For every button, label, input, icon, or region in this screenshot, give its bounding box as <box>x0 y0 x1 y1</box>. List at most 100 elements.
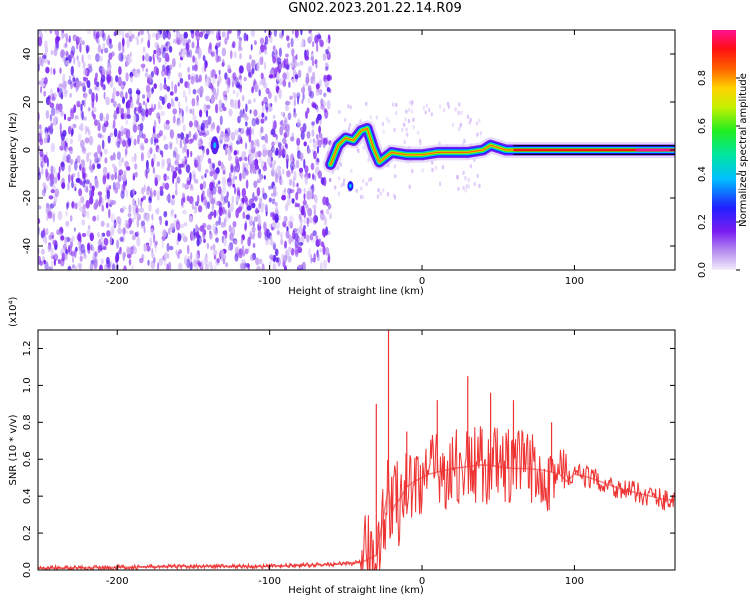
noise-speck <box>245 103 248 113</box>
noise-speck <box>77 60 81 68</box>
noise-speck <box>132 124 138 133</box>
noise-speck <box>321 177 325 186</box>
noise-speck <box>38 124 42 130</box>
noise-speck <box>77 240 81 246</box>
noise-speck <box>137 134 140 145</box>
noise-speck <box>61 139 66 148</box>
noise-speck <box>217 180 221 185</box>
noise-speck <box>327 46 331 51</box>
noise-speck <box>62 155 67 163</box>
noise-speck <box>48 99 51 105</box>
noise-speck <box>223 133 228 143</box>
noise-speck <box>386 192 390 197</box>
noise-speck <box>175 166 178 172</box>
noise-speck <box>287 255 292 263</box>
noise-speck <box>227 200 230 209</box>
noise-speck <box>315 86 320 96</box>
noise-speck <box>69 238 74 247</box>
noise-speck <box>193 178 199 184</box>
noise-speck <box>77 232 82 242</box>
noise-speck <box>210 245 213 251</box>
noise-speck <box>181 110 184 117</box>
noise-speck <box>206 242 210 250</box>
noise-speck <box>170 198 175 206</box>
noise-speck <box>45 66 50 74</box>
noise-speck <box>145 212 150 223</box>
noise-speck <box>161 69 166 77</box>
noise-speck <box>195 101 200 107</box>
noise-speck <box>244 156 248 162</box>
noise-speck <box>50 66 53 75</box>
noise-speck <box>201 65 205 73</box>
noise-speck <box>205 255 208 265</box>
noise-speck <box>49 114 53 122</box>
noise-speck <box>216 80 220 88</box>
noise-speck <box>226 77 231 85</box>
noise-speck <box>284 203 289 212</box>
noise-speck <box>190 30 195 34</box>
noise-speck <box>76 55 79 61</box>
noise-speck <box>186 148 190 158</box>
noise-speck <box>216 183 219 189</box>
noise-speck <box>303 230 307 240</box>
noise-speck <box>407 118 411 124</box>
noise-speck <box>193 173 196 181</box>
noise-speck <box>101 48 103 55</box>
noise-speck <box>282 79 287 87</box>
noise-speck <box>234 252 239 262</box>
noise-speck <box>38 30 41 35</box>
noise-speck <box>173 30 176 33</box>
noise-speck <box>245 167 248 175</box>
noise-speck <box>237 115 241 124</box>
noise-speck <box>278 78 284 86</box>
noise-speck <box>65 60 70 66</box>
noise-speck <box>207 45 213 55</box>
noise-speck <box>218 141 221 149</box>
noise-speck <box>200 122 205 131</box>
noise-speck <box>193 64 198 72</box>
noise-speck <box>274 173 279 183</box>
noise-speck <box>169 143 173 150</box>
noise-speck <box>80 139 85 149</box>
noise-speck <box>272 185 277 193</box>
noise-speck <box>178 119 182 126</box>
noise-speck <box>271 192 274 197</box>
noise-speck <box>66 201 70 209</box>
snr-y-axis-label: SNR (10 * v/v) <box>8 414 19 485</box>
noise-speck <box>199 183 204 191</box>
noise-speck <box>307 207 313 217</box>
noise-speck <box>232 171 236 182</box>
noise-speck <box>220 222 225 228</box>
noise-speck <box>261 105 265 113</box>
noise-speck <box>112 100 117 108</box>
noise-speck <box>64 236 67 246</box>
noise-speck <box>320 40 324 47</box>
noise-speck <box>136 88 140 94</box>
noise-speck <box>77 262 83 269</box>
noise-speck <box>57 172 61 181</box>
noise-speck <box>158 116 161 124</box>
noise-speck <box>182 90 186 98</box>
noise-speck <box>77 200 82 208</box>
noise-speck <box>303 193 306 201</box>
noise-speck <box>57 259 61 264</box>
noise-speck <box>107 135 111 144</box>
noise-speck <box>218 206 223 217</box>
noise-speck <box>271 222 276 228</box>
noise-speck <box>314 59 318 65</box>
noise-speck <box>60 49 65 58</box>
noise-speck <box>110 225 115 235</box>
noise-speck <box>187 73 191 81</box>
noise-speck <box>103 148 108 155</box>
noise-speck <box>216 30 219 37</box>
spectrogram-y-axis-label: Frequency (Hz) <box>8 112 19 188</box>
snr-panel: -200 -100 0 100 0.0 0.2 0.4 0.6 0.8 1.0 1.2 Heigh… <box>8 296 676 596</box>
noise-speck <box>307 97 311 104</box>
noise-speck <box>205 95 210 102</box>
noise-speck <box>202 194 206 200</box>
noise-speck <box>387 119 391 124</box>
noise-speck <box>323 92 327 98</box>
noise-speck <box>177 72 183 78</box>
noise-speck <box>357 148 360 154</box>
y-tick-label: 20 <box>22 96 33 109</box>
